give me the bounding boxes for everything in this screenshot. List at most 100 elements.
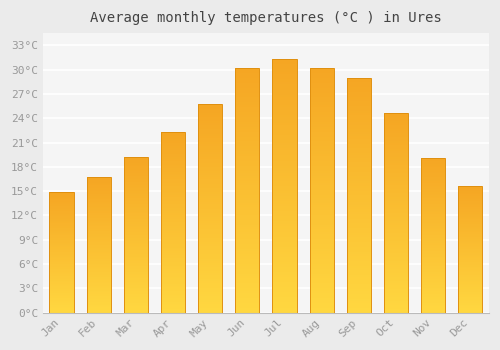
Bar: [50, 273, 74, 274]
Bar: [272, 226, 296, 229]
Bar: [236, 166, 260, 168]
Bar: [161, 210, 185, 211]
Bar: [236, 224, 260, 227]
Bar: [50, 275, 74, 276]
Bar: [310, 83, 334, 85]
Bar: [236, 156, 260, 159]
Bar: [50, 193, 74, 194]
Bar: [347, 235, 371, 238]
Bar: [421, 214, 445, 215]
Bar: [347, 263, 371, 266]
Bar: [124, 233, 148, 235]
Bar: [198, 117, 222, 119]
Bar: [310, 68, 334, 313]
Bar: [384, 167, 408, 169]
Bar: [161, 307, 185, 309]
Bar: [86, 306, 111, 307]
Bar: [124, 288, 148, 289]
Bar: [272, 191, 296, 194]
Bar: [50, 269, 74, 271]
Bar: [347, 183, 371, 186]
Bar: [421, 186, 445, 187]
Bar: [458, 188, 482, 189]
Bar: [124, 309, 148, 311]
Bar: [272, 229, 296, 231]
Bar: [161, 231, 185, 233]
Bar: [236, 127, 260, 129]
Bar: [161, 202, 185, 204]
Bar: [86, 246, 111, 248]
Bar: [384, 140, 408, 142]
Bar: [272, 277, 296, 280]
Bar: [236, 188, 260, 190]
Bar: [124, 222, 148, 224]
Bar: [161, 228, 185, 230]
Bar: [50, 228, 74, 229]
Bar: [347, 254, 371, 256]
Bar: [161, 139, 185, 141]
Bar: [421, 223, 445, 224]
Bar: [124, 219, 148, 221]
Bar: [50, 199, 74, 201]
Bar: [86, 284, 111, 286]
Bar: [198, 196, 222, 198]
Bar: [50, 226, 74, 227]
Bar: [124, 257, 148, 258]
Bar: [272, 97, 296, 100]
Bar: [161, 161, 185, 163]
Bar: [421, 209, 445, 211]
Bar: [124, 201, 148, 202]
Bar: [384, 248, 408, 251]
Bar: [198, 190, 222, 192]
Bar: [347, 132, 371, 134]
Bar: [421, 166, 445, 167]
Bar: [310, 264, 334, 266]
Bar: [347, 268, 371, 270]
Bar: [236, 215, 260, 217]
Bar: [347, 209, 371, 212]
Bar: [124, 267, 148, 269]
Bar: [384, 307, 408, 309]
Bar: [161, 208, 185, 210]
Bar: [86, 300, 111, 302]
Bar: [421, 300, 445, 302]
Bar: [272, 140, 296, 143]
Bar: [310, 166, 334, 168]
Bar: [124, 246, 148, 247]
Bar: [421, 295, 445, 297]
Bar: [310, 70, 334, 73]
Bar: [310, 208, 334, 210]
Bar: [310, 159, 334, 161]
Bar: [310, 205, 334, 208]
Bar: [198, 231, 222, 233]
Bar: [161, 286, 185, 287]
Bar: [421, 158, 445, 160]
Bar: [310, 219, 334, 222]
Bar: [236, 146, 260, 149]
Bar: [384, 128, 408, 131]
Bar: [347, 252, 371, 254]
Bar: [161, 296, 185, 298]
Bar: [236, 92, 260, 95]
Bar: [198, 296, 222, 298]
Bar: [236, 68, 260, 313]
Bar: [310, 107, 334, 110]
Bar: [421, 238, 445, 240]
Bar: [421, 254, 445, 256]
Bar: [161, 219, 185, 220]
Bar: [421, 303, 445, 305]
Bar: [421, 235, 445, 237]
Bar: [161, 175, 185, 177]
Bar: [310, 237, 334, 239]
Bar: [421, 183, 445, 184]
Bar: [198, 108, 222, 111]
Bar: [384, 285, 408, 287]
Bar: [458, 275, 482, 276]
Bar: [236, 68, 260, 70]
Bar: [198, 252, 222, 254]
Bar: [384, 240, 408, 243]
Bar: [236, 276, 260, 278]
Bar: [310, 173, 334, 176]
Bar: [161, 159, 185, 161]
Bar: [86, 217, 111, 218]
